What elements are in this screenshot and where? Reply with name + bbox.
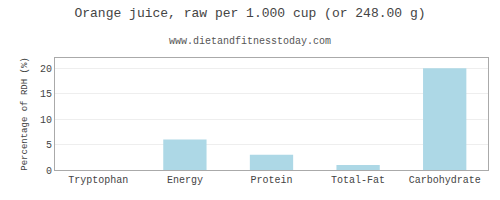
svg-text:Protein: Protein <box>250 175 292 186</box>
svg-text:Energy: Energy <box>167 175 203 186</box>
svg-text:Tryptophan: Tryptophan <box>68 175 128 186</box>
svg-text:0: 0 <box>46 166 52 177</box>
svg-text:10: 10 <box>40 115 52 126</box>
svg-text:Percentage of RDH (%): Percentage of RDH (%) <box>20 57 30 170</box>
svg-text:15: 15 <box>40 89 52 100</box>
svg-text:www.dietandfitnesstoday.com: www.dietandfitnesstoday.com <box>169 36 331 47</box>
svg-text:Orange juice, raw per 1.000 cu: Orange juice, raw per 1.000 cup (or 248.… <box>74 6 425 21</box>
svg-text:Total-Fat: Total-Fat <box>331 175 385 186</box>
svg-text:20: 20 <box>40 64 52 75</box>
svg-text:5: 5 <box>46 140 52 151</box>
svg-text:Carbohydrate: Carbohydrate <box>409 175 481 186</box>
